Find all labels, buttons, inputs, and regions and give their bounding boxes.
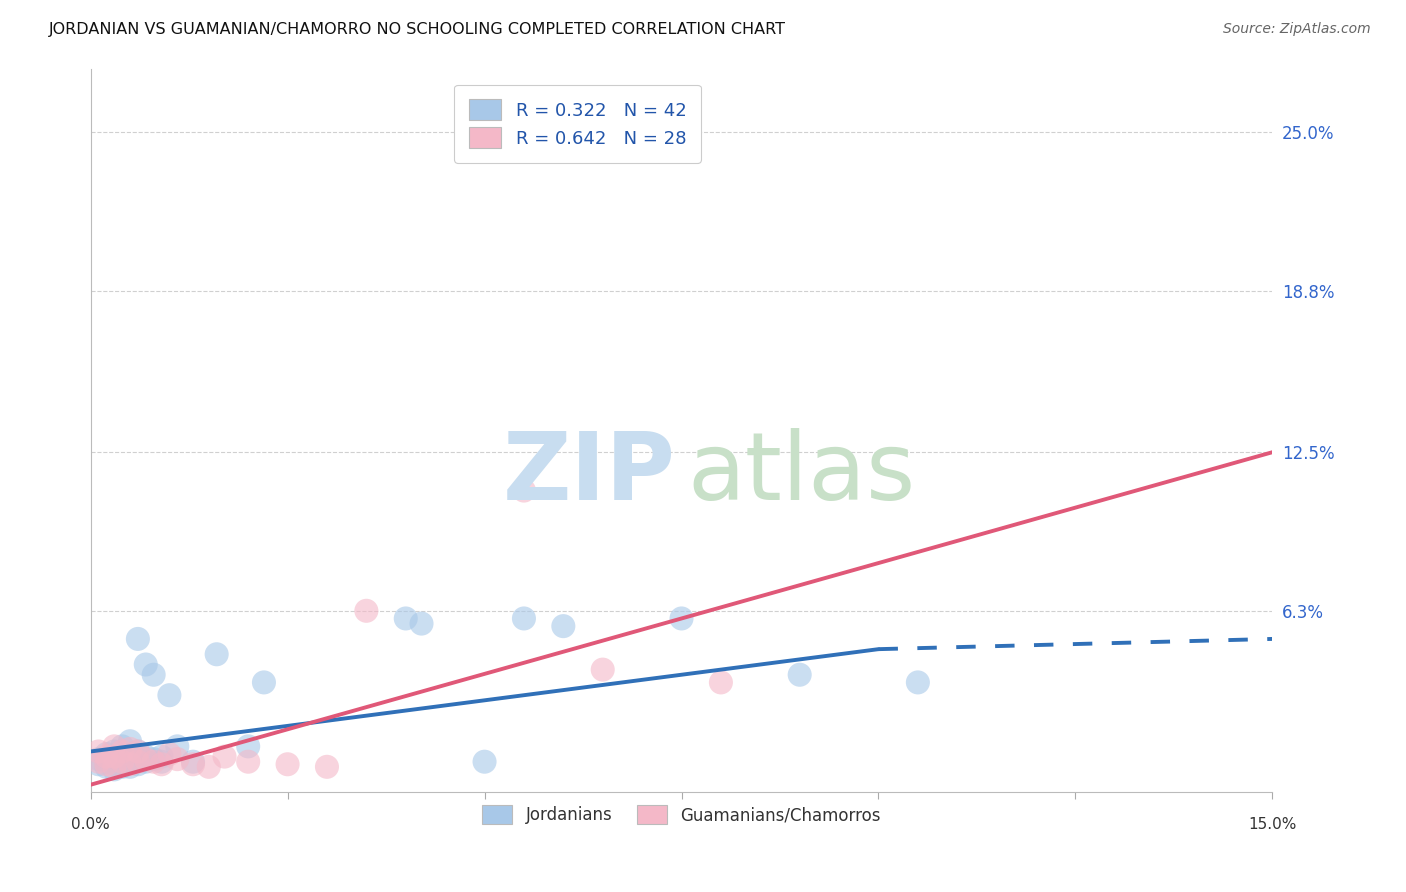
Point [127,744,149,758]
Text: atlas: atlas [688,428,915,520]
Point [513,611,536,625]
Point [103,760,125,774]
Point [316,760,339,774]
Text: JORDANIAN VS GUAMANIAN/CHAMORRO NO SCHOOLING COMPLETED CORRELATION CHART: JORDANIAN VS GUAMANIAN/CHAMORRO NO SCHOO… [49,22,786,37]
Point [395,611,418,625]
Point [103,763,125,777]
Point [96,757,118,772]
Legend: Jordanians, Guamanians/Chamorros: Jordanians, Guamanians/Chamorros [475,798,887,831]
Point [277,757,299,772]
Point [592,663,614,677]
Point [142,755,165,769]
Point [103,749,125,764]
Point [238,755,260,769]
Point [150,749,173,764]
Point [118,747,141,761]
Point [150,757,173,772]
Text: Source: ZipAtlas.com: Source: ZipAtlas.com [1223,22,1371,37]
Point [127,755,149,769]
Point [474,755,496,769]
Point [96,760,118,774]
Point [111,755,134,769]
Point [118,755,141,769]
Point [127,752,149,766]
Point [411,616,433,631]
Point [253,675,276,690]
Point [118,734,141,748]
Point [103,752,125,766]
Point [87,755,110,769]
Point [198,760,221,774]
Point [103,757,125,772]
Point [710,675,733,690]
Point [181,755,204,769]
Point [553,619,575,633]
Point [166,752,188,766]
Text: 15.0%: 15.0% [1249,817,1296,832]
Point [111,739,134,754]
Point [135,749,157,764]
Point [127,744,149,758]
Point [157,688,180,702]
Point [96,747,118,761]
Point [87,752,110,766]
Point [671,611,693,625]
Point [205,647,228,661]
Point [111,749,134,764]
Point [150,755,173,769]
Point [166,739,188,754]
Point [118,742,141,756]
Point [142,667,165,681]
Point [87,757,110,772]
Point [111,760,134,774]
Point [103,739,125,754]
Point [135,657,157,672]
Point [214,749,236,764]
Point [907,675,929,690]
Point [238,739,260,754]
Point [157,747,180,761]
Point [513,483,536,498]
Point [789,667,811,681]
Point [96,749,118,764]
Text: ZIP: ZIP [503,428,676,520]
Point [127,632,149,646]
Point [356,604,378,618]
Point [111,744,134,758]
Point [87,744,110,758]
Point [135,752,157,766]
Point [111,755,134,769]
Point [103,744,125,758]
Point [118,757,141,772]
Point [127,757,149,772]
Text: 0.0%: 0.0% [72,817,110,832]
Point [142,752,165,766]
Point [118,760,141,774]
Point [181,757,204,772]
Point [96,755,118,769]
Point [135,755,157,769]
